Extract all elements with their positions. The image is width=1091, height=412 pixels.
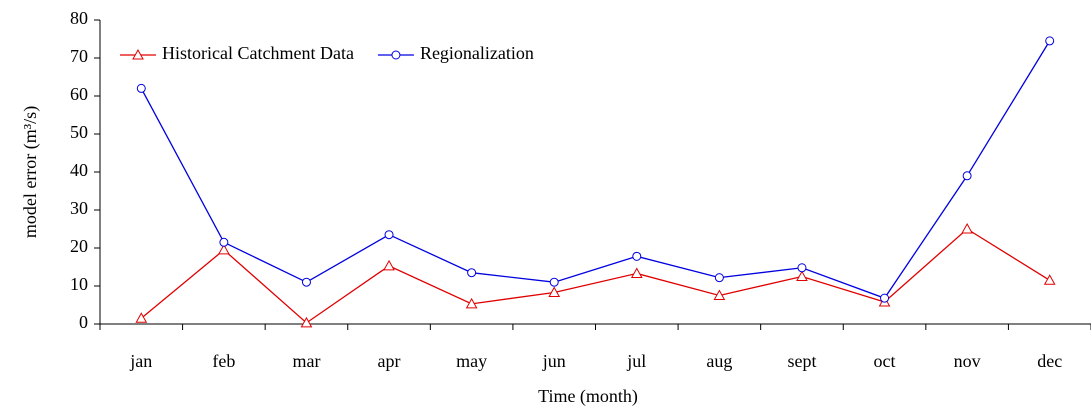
data-point xyxy=(549,277,559,287)
data-point xyxy=(219,237,229,247)
y-tick-label: 80 xyxy=(70,8,88,28)
data-point xyxy=(300,316,313,328)
legend-label: Regionalization xyxy=(420,43,534,63)
data-point xyxy=(218,243,230,255)
x-tick-label: apr xyxy=(378,351,401,371)
x-tick-label: feb xyxy=(212,351,235,371)
y-tick-label: 10 xyxy=(70,274,88,294)
x-tick-label: oct xyxy=(874,351,896,371)
x-tick-label: mar xyxy=(292,351,320,371)
x-tick-label: may xyxy=(456,351,487,371)
legend-marker xyxy=(132,48,144,60)
x-tick-label: jul xyxy=(626,351,646,371)
data-point xyxy=(796,270,808,281)
data-point xyxy=(714,273,724,283)
x-tick-label: jan xyxy=(129,351,152,371)
data-point xyxy=(962,171,972,181)
data-point xyxy=(465,297,478,309)
data-point xyxy=(961,222,973,234)
data-point xyxy=(384,230,394,240)
data-point xyxy=(880,293,890,303)
data-point xyxy=(301,277,311,287)
data-point xyxy=(136,83,146,93)
y-tick-label: 40 xyxy=(70,160,88,180)
x-tick-label: jun xyxy=(542,351,566,371)
legend-label: Historical Catchment Data xyxy=(162,43,354,63)
data-point xyxy=(1045,36,1055,46)
x-tick-label: nov xyxy=(954,351,981,371)
y-tick-label: 0 xyxy=(79,312,88,332)
data-point xyxy=(632,251,642,261)
x-tick-label: dec xyxy=(1037,351,1062,371)
data-point xyxy=(797,263,807,273)
x-tick-label: aug xyxy=(706,351,732,371)
y-tick-label: 70 xyxy=(70,46,88,66)
series-line xyxy=(140,40,1051,299)
data-point xyxy=(630,267,643,278)
y-tick-label: 30 xyxy=(70,198,88,218)
data-point xyxy=(1043,274,1056,285)
data-point xyxy=(383,259,395,271)
data-point xyxy=(713,289,726,300)
data-point xyxy=(467,268,477,278)
y-tick-label: 60 xyxy=(70,84,88,104)
x-tick-label: sept xyxy=(787,351,816,371)
y-tick-label: 20 xyxy=(70,236,88,256)
series-line xyxy=(140,228,1051,324)
data-point xyxy=(548,286,561,297)
legend-marker xyxy=(391,50,401,60)
x-axis-label: Time (month) xyxy=(538,386,638,407)
y-axis-label: model error (m³/s) xyxy=(20,106,41,238)
data-point xyxy=(135,312,148,323)
y-tick-label: 50 xyxy=(70,122,88,142)
